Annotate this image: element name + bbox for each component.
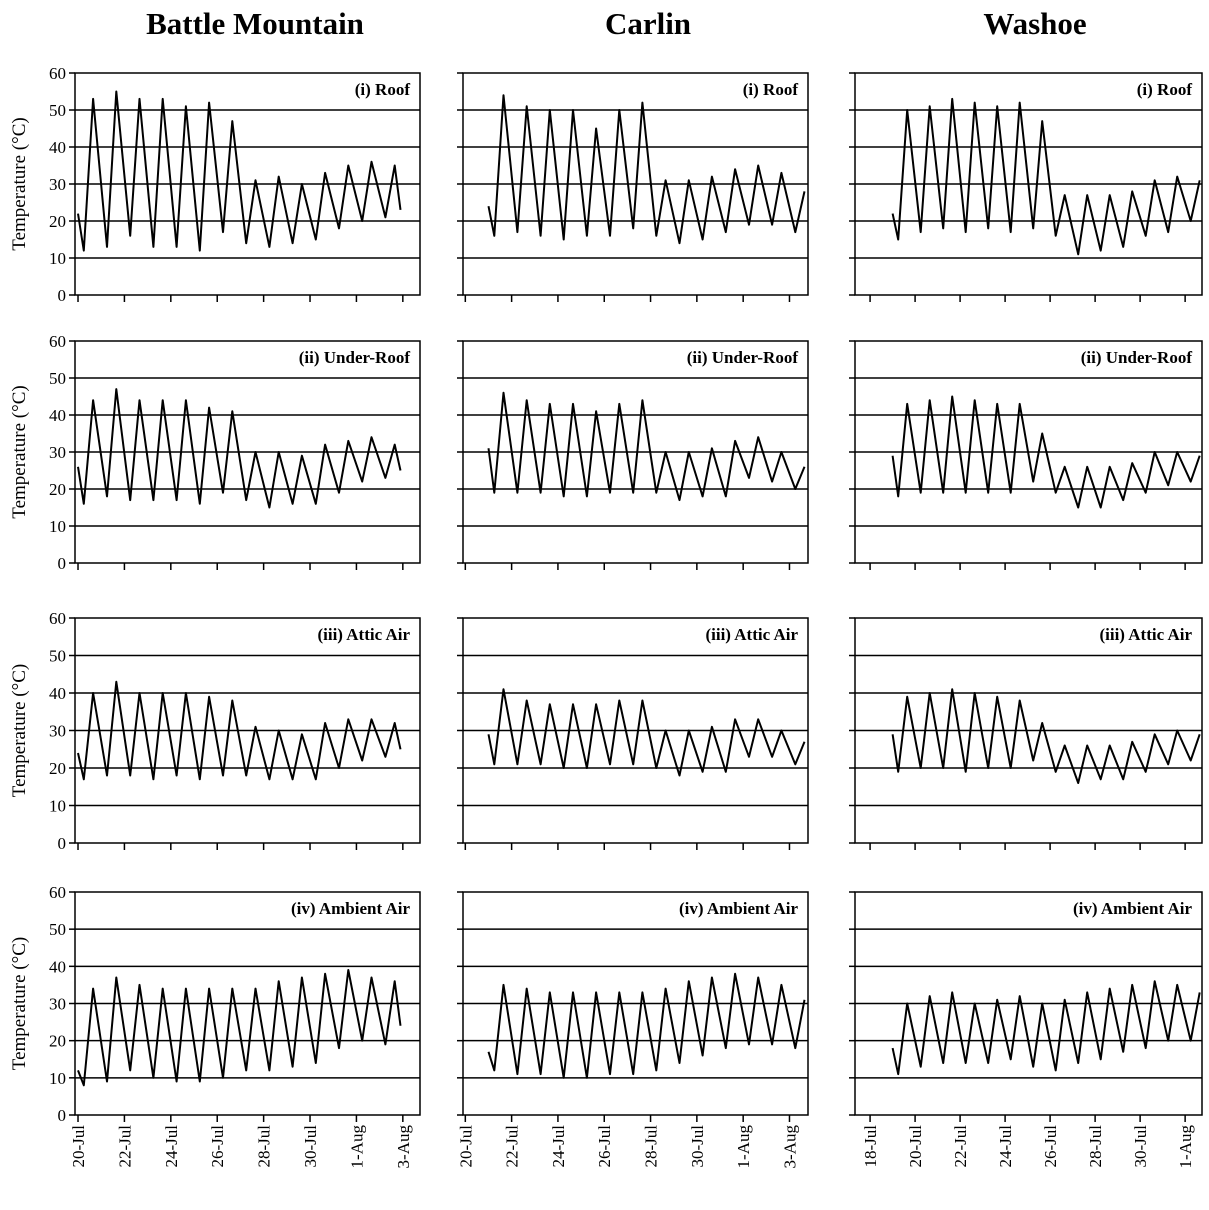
- x-tick-label: 20-Jul: [456, 1125, 475, 1168]
- panel-label: (iv) Ambient Air: [1073, 899, 1192, 918]
- data-line: [487, 972, 806, 1079]
- panel-label: (ii) Under-Roof: [299, 348, 411, 367]
- y-tick-label: 40: [49, 406, 66, 425]
- x-tick-label: 18-Jul: [861, 1125, 880, 1168]
- y-tick-label: 20: [49, 759, 66, 778]
- x-tick-label: 20-Jul: [906, 1125, 925, 1168]
- panel-label: (iii) Attic Air: [705, 625, 798, 644]
- y-tick-label: 10: [49, 517, 66, 536]
- y-tick-label: 30: [49, 175, 66, 194]
- data-line: [891, 395, 1201, 509]
- x-tick-label: 24-Jul: [549, 1125, 568, 1168]
- y-tick-label: 30: [49, 443, 66, 462]
- y-axis-label: Temperature (°C): [9, 937, 30, 1070]
- y-tick-label: 40: [49, 957, 66, 976]
- y-tick-label: 60: [49, 609, 66, 628]
- x-tick-label: 28-Jul: [642, 1125, 661, 1168]
- data-line: [891, 980, 1201, 1076]
- panel-label: (i) Roof: [355, 80, 411, 99]
- x-tick-label: 22-Jul: [503, 1125, 522, 1168]
- x-tick-label: 22-Jul: [115, 1125, 134, 1168]
- x-tick-label: 20-Jul: [69, 1125, 88, 1168]
- panel: (ii) Under-Roof: [849, 340, 1203, 570]
- x-tick-label: 26-Jul: [208, 1125, 227, 1168]
- panel-label: (i) Roof: [743, 80, 799, 99]
- x-tick-label: 30-Jul: [688, 1125, 707, 1168]
- panel: (i) Roof: [457, 72, 809, 302]
- panel: 20-Jul 22-Jul 24-Jul 26-Jul 28-Jul 30-Jul 1-Au…: [456, 891, 809, 1169]
- panel: 0 10 20 30 40 50 60 20-Jul 22-Jul 24-Jul 26-Jul 28-…: [9, 883, 421, 1169]
- panel: 18-Jul 20-Jul 22-Jul 24-Jul 26-Jul 28-Jul 30-J…: [849, 891, 1203, 1169]
- panel: 0 10 20 30 40 50 60 Temperature (°C) (i) Roof: [9, 64, 421, 305]
- data-line: [487, 688, 806, 777]
- x-tick-label: 1-Aug: [1176, 1125, 1195, 1169]
- x-tick-label: 28-Jul: [1086, 1125, 1105, 1168]
- y-axis-label: Temperature (°C): [9, 117, 30, 250]
- data-line: [487, 94, 806, 245]
- panel-label: (ii) Under-Roof: [1081, 348, 1193, 367]
- y-axis-label: Temperature (°C): [9, 385, 30, 518]
- x-tick-label: 26-Jul: [595, 1125, 614, 1168]
- y-tick-label: 0: [58, 286, 67, 305]
- data-line: [891, 97, 1201, 256]
- x-tick-label: 24-Jul: [996, 1125, 1015, 1168]
- x-tick-label: 3-Aug: [780, 1125, 799, 1169]
- y-tick-label: 30: [49, 722, 66, 741]
- y-tick-label: 20: [49, 212, 66, 231]
- panel: 0 10 20 30 40 50 60 Temperature (°C) (ii) Under-…: [9, 332, 421, 573]
- y-tick-label: 60: [49, 332, 66, 351]
- x-tick-label: 26-Jul: [1041, 1125, 1060, 1168]
- x-tick-label: 1-Aug: [734, 1125, 753, 1169]
- x-tick-label: 22-Jul: [951, 1125, 970, 1168]
- x-tick-label: 24-Jul: [162, 1125, 181, 1168]
- panel: 0 10 20 30 40 50 60 Temperature (°C) (iii) Attic…: [9, 609, 421, 853]
- x-tick-label: 3-Aug: [394, 1125, 413, 1169]
- x-tick-label: 30-Jul: [301, 1125, 320, 1168]
- column-title: Washoe: [983, 6, 1086, 41]
- y-tick-label: 20: [49, 480, 66, 499]
- y-tick-label: 50: [49, 101, 66, 120]
- x-tick-label: 28-Jul: [255, 1125, 274, 1168]
- y-tick-label: 40: [49, 684, 66, 703]
- y-tick-label: 10: [49, 797, 66, 816]
- data-line: [77, 969, 402, 1087]
- y-tick-label: 0: [58, 554, 67, 573]
- panel-label: (iv) Ambient Air: [679, 899, 798, 918]
- y-tick-label: 40: [49, 138, 66, 157]
- panel-label: (iii) Attic Air: [1099, 625, 1192, 644]
- column-title: Battle Mountain: [146, 6, 364, 41]
- column-title: Carlin: [605, 6, 691, 41]
- y-tick-label: 50: [49, 369, 66, 388]
- y-axis-label: Temperature (°C): [9, 664, 30, 797]
- x-tick-label: 1-Aug: [347, 1125, 366, 1169]
- panel: (i) Roof: [849, 72, 1203, 302]
- y-tick-label: 30: [49, 995, 66, 1014]
- panel: (iii) Attic Air: [849, 617, 1203, 850]
- y-tick-label: 50: [49, 647, 66, 666]
- y-tick-label: 0: [58, 834, 67, 853]
- panel-label: (iii) Attic Air: [317, 625, 410, 644]
- panel-label: (iv) Ambient Air: [291, 899, 410, 918]
- data-line: [891, 688, 1201, 784]
- y-tick-label: 0: [58, 1106, 67, 1125]
- y-tick-label: 60: [49, 64, 66, 83]
- y-tick-label: 10: [49, 1069, 66, 1088]
- panel-label: (ii) Under-Roof: [687, 348, 799, 367]
- data-line: [77, 90, 402, 252]
- data-line: [77, 388, 402, 509]
- x-tick-label: 30-Jul: [1131, 1125, 1150, 1168]
- data-line: [77, 680, 402, 781]
- y-tick-label: 10: [49, 249, 66, 268]
- y-tick-label: 60: [49, 883, 66, 902]
- y-tick-label: 50: [49, 920, 66, 939]
- panel: (iii) Attic Air: [457, 617, 809, 850]
- data-line: [487, 391, 806, 502]
- panel-label: (i) Roof: [1137, 80, 1193, 99]
- panel: (ii) Under-Roof: [457, 340, 809, 570]
- y-tick-label: 20: [49, 1032, 66, 1051]
